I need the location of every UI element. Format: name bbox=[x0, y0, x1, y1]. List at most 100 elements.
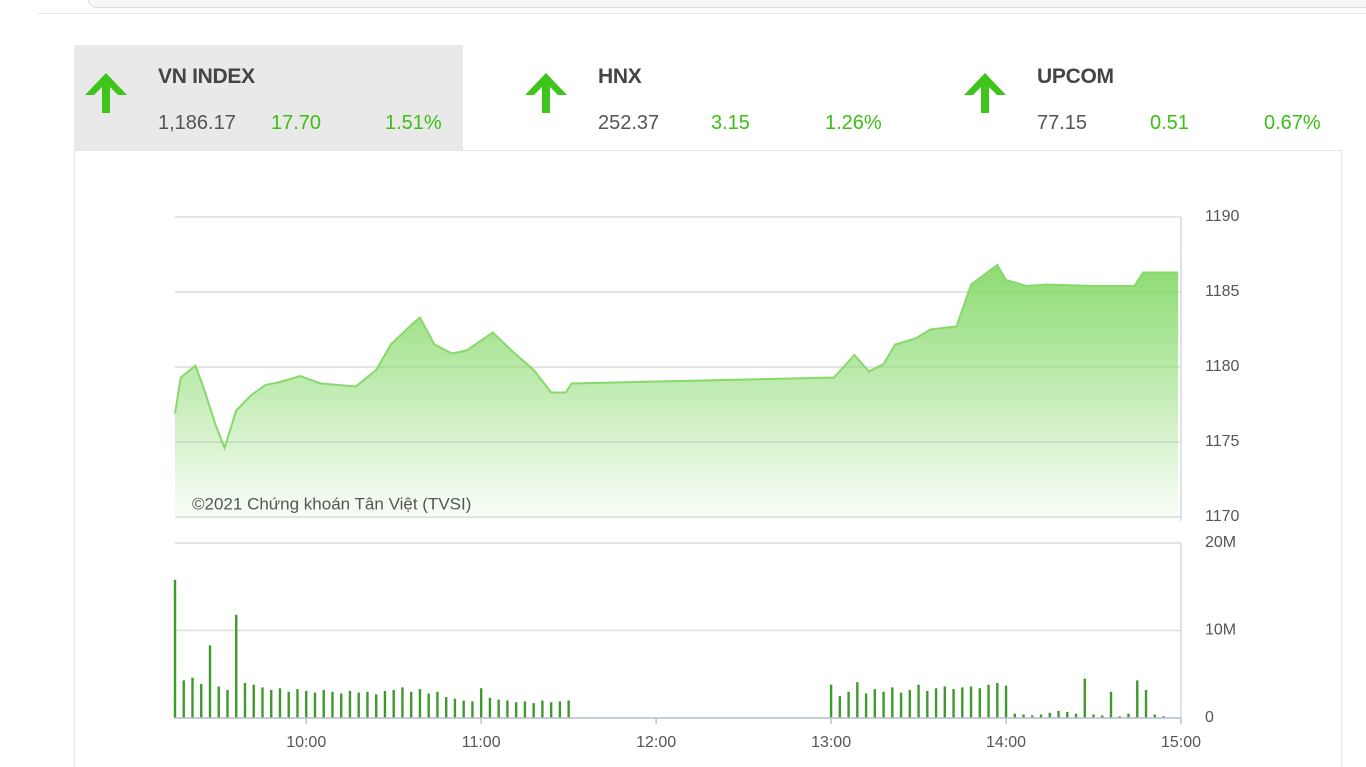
volume-bar bbox=[532, 703, 535, 718]
volume-bar bbox=[917, 684, 920, 718]
volume-bar bbox=[243, 683, 247, 718]
volume-bar bbox=[549, 702, 553, 718]
volume-bar bbox=[261, 687, 264, 718]
y-tick-label: 10M bbox=[1205, 622, 1236, 639]
volume-bar bbox=[523, 701, 527, 718]
volume-bar bbox=[409, 691, 413, 718]
volume-bar bbox=[436, 691, 439, 718]
annotation: ©2021 Chứng khoán Tân Việt (TVSI) bbox=[192, 494, 471, 513]
volume-bar bbox=[200, 683, 203, 718]
index-name: HNX bbox=[598, 65, 642, 88]
volume-bar bbox=[191, 677, 194, 718]
index-percent: 1.51% bbox=[385, 112, 442, 134]
index-value: 1,186.17 bbox=[158, 112, 236, 134]
index-tile[interactable]: HNX 252.37 3.15 1.26% bbox=[514, 45, 903, 150]
index-percent: 1.26% bbox=[825, 112, 882, 134]
volume-bar bbox=[996, 683, 999, 718]
volume-bar bbox=[375, 694, 378, 718]
volume-bar bbox=[856, 682, 859, 718]
volume-bar bbox=[847, 691, 850, 718]
volume-bar bbox=[1022, 714, 1025, 718]
volume-bar bbox=[322, 690, 325, 718]
volume-bar bbox=[926, 690, 929, 718]
volume-bar bbox=[287, 691, 290, 718]
volume-bar bbox=[1118, 716, 1121, 718]
volume-bar bbox=[471, 701, 474, 718]
x-tick-label: 14:00 bbox=[986, 734, 1026, 751]
volume-bar bbox=[340, 693, 343, 718]
volume-bar bbox=[829, 684, 833, 718]
volume-bar bbox=[462, 700, 465, 718]
volume-bar bbox=[444, 697, 448, 718]
volume-bar bbox=[838, 696, 842, 718]
volume-bar bbox=[1048, 712, 1051, 718]
browser-bar bbox=[88, 0, 1366, 8]
y-tick-label: 0 bbox=[1205, 709, 1214, 726]
volume-bar bbox=[331, 691, 334, 718]
volume-bar bbox=[1013, 713, 1016, 718]
volume-bar bbox=[1066, 711, 1069, 718]
volume-bar bbox=[952, 689, 955, 718]
up-arrow bbox=[525, 73, 567, 113]
volume-bar bbox=[567, 700, 570, 718]
index-change: 3.15 bbox=[711, 112, 750, 134]
volume-bar bbox=[208, 645, 212, 718]
volume-bar bbox=[934, 688, 938, 718]
volume-bar bbox=[305, 690, 308, 718]
x-tick-label: 13:00 bbox=[811, 734, 851, 751]
volume-bar bbox=[401, 687, 404, 718]
volume-bar bbox=[969, 686, 973, 718]
volume-bar bbox=[1031, 715, 1034, 718]
volume-bar bbox=[864, 693, 868, 718]
volume-bar bbox=[278, 688, 282, 718]
volume-bar bbox=[479, 688, 483, 718]
volume-bar bbox=[506, 700, 509, 718]
volume-bar bbox=[961, 687, 964, 718]
volume-bar bbox=[427, 693, 430, 718]
y-tick-label: 1185 bbox=[1205, 283, 1240, 300]
divider bbox=[38, 13, 1366, 14]
volume-bar bbox=[1144, 690, 1148, 718]
area-fill bbox=[175, 265, 1179, 517]
volume-bar bbox=[217, 686, 220, 718]
index-name: UPCOM bbox=[1037, 65, 1114, 88]
volume-bar bbox=[383, 690, 387, 718]
volume-bar bbox=[173, 579, 177, 718]
volume-bar bbox=[1136, 680, 1139, 718]
up-arrow bbox=[85, 73, 127, 113]
x-tick-label: 12:00 bbox=[636, 734, 676, 751]
volume-bar bbox=[1074, 713, 1078, 718]
volume-bar bbox=[899, 692, 903, 718]
volume-bar bbox=[1127, 713, 1130, 718]
y-tick-label: 1190 bbox=[1205, 208, 1240, 225]
volume-bar bbox=[226, 690, 229, 718]
volume-bar bbox=[453, 698, 457, 718]
index-percent: 0.67% bbox=[1264, 112, 1321, 134]
volume-bar bbox=[1057, 711, 1060, 718]
volume-bar bbox=[488, 697, 492, 718]
index-value: 77.15 bbox=[1037, 112, 1088, 134]
volume-bar bbox=[558, 701, 562, 718]
volume-bar bbox=[1101, 715, 1104, 718]
volume-bar bbox=[182, 680, 185, 718]
y-tick-label: 1180 bbox=[1205, 358, 1240, 375]
volume-bar bbox=[943, 686, 947, 718]
index-tile[interactable]: VN INDEX 1,186.17 17.70 1.51% bbox=[74, 45, 463, 150]
y-tick-label: 20M bbox=[1205, 534, 1236, 551]
volume-bar bbox=[1039, 714, 1043, 718]
price-line bbox=[174, 263, 1179, 452]
volume-bar bbox=[541, 700, 544, 718]
volume-bar bbox=[908, 690, 912, 718]
volume-bar bbox=[1092, 714, 1095, 718]
volume-bar bbox=[987, 684, 990, 718]
index-value: 252.37 bbox=[598, 112, 660, 134]
volume-bar bbox=[1162, 716, 1165, 718]
volume-bar bbox=[270, 690, 273, 718]
volume-bar bbox=[882, 691, 885, 718]
y-tick-label: 1175 bbox=[1205, 433, 1240, 450]
index-tile[interactable]: UPCOM 77.15 0.51 0.67% bbox=[953, 45, 1342, 150]
volume-bar bbox=[978, 688, 981, 718]
volume-bar bbox=[235, 614, 238, 718]
